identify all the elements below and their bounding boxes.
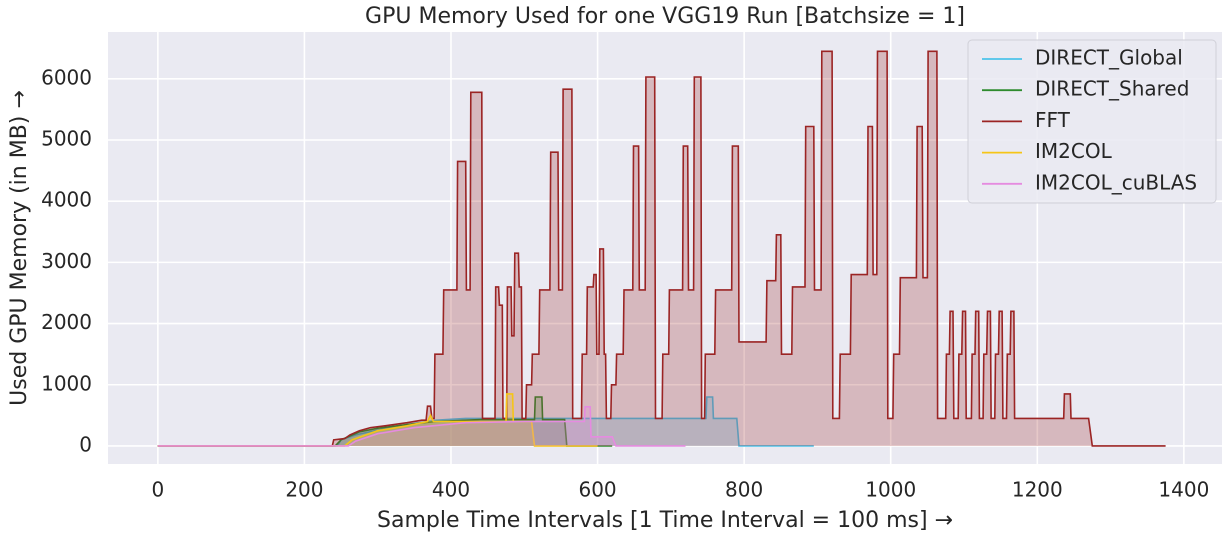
area [157,393,598,446]
x-tick-label: 0 [151,478,164,502]
x-tick-label: 1000 [865,478,916,502]
legend-label: DIRECT_Global [1035,46,1183,70]
y-tick-label: 0 [79,432,92,456]
y-tick-label: 4000 [41,188,92,212]
x-tick-label: 200 [285,478,323,502]
legend-label: DIRECT_Shared [1035,77,1189,101]
x-tick-label: 400 [432,478,470,502]
y-tick-label: 3000 [41,249,92,273]
chart-title: GPU Memory Used for one VGG19 Run [Batch… [365,4,965,29]
y-tick-label: 6000 [41,65,92,89]
y-tick-label: 1000 [41,371,92,395]
area [157,406,686,446]
y-axis-label: Used GPU Memory (in MB) → [7,90,32,406]
legend-label: IM2COL_cuBLAS [1035,170,1197,194]
area [157,51,1166,446]
legend-label: IM2COL [1035,139,1113,163]
legend-box [967,39,1217,204]
x-axis-label: Sample Time Intervals [1 Time Interval =… [377,508,953,533]
line [157,50,1166,447]
y-tick-label: 5000 [41,127,92,151]
x-tick-label: 800 [725,478,763,502]
x-tick-label: 1200 [1012,478,1063,502]
y-tick-label: 2000 [41,310,92,334]
area [157,397,613,446]
x-tick-label: 600 [578,478,616,502]
legend-label: FFT [1035,108,1071,132]
line [157,406,686,447]
x-tick-label: 1400 [1158,478,1209,502]
